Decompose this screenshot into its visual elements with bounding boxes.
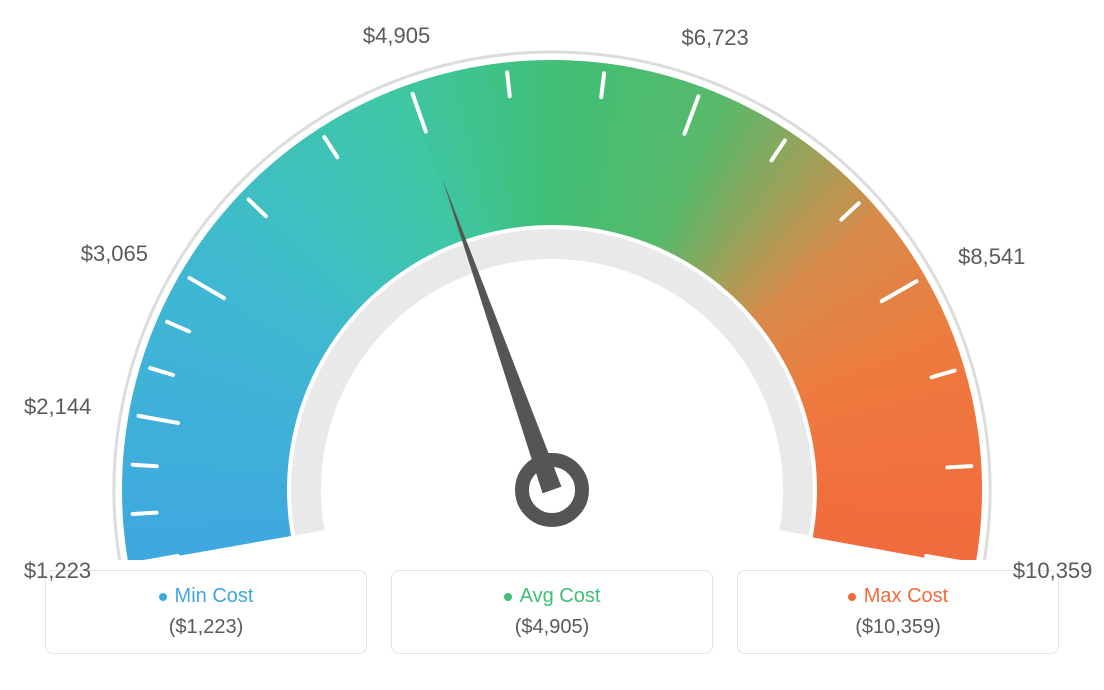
legend-bullet-icon (159, 593, 167, 601)
cost-gauge-chart: { "gauge": { "type": "gauge", "center_x"… (0, 0, 1104, 690)
gauge-area: $1,223$2,144$3,065$4,905$6,723$8,541$10,… (0, 0, 1104, 560)
legend-card: Max Cost ($10,359) (737, 570, 1059, 654)
gauge-tick-label: $2,144 (24, 394, 91, 420)
legend-title-text: Avg Cost (520, 585, 601, 607)
gauge-tick-label: $1,223 (24, 558, 91, 584)
legend-card: Min Cost ($1,223) (45, 570, 367, 654)
gauge-tick-label: $4,905 (363, 23, 430, 49)
legend-title-text: Max Cost (864, 585, 948, 607)
legend-card: Avg Cost ($4,905) (391, 570, 713, 654)
legend-row: Min Cost ($1,223) Avg Cost ($4,905) Max Cost… (0, 560, 1104, 654)
gauge-tick-label: $8,541 (958, 244, 1025, 270)
legend-card-value: ($10,359) (738, 616, 1058, 639)
gauge-tick-label: $10,359 (1013, 558, 1093, 584)
gauge-tick-label: $6,723 (681, 25, 748, 51)
legend-bullet-icon (504, 593, 512, 601)
legend-title-text: Min Cost (175, 585, 254, 607)
legend-card-title: Max Cost (738, 585, 1058, 608)
legend-card-value: ($1,223) (46, 616, 366, 639)
gauge-tick-label: $3,065 (81, 241, 148, 267)
gauge-svg (0, 0, 1104, 560)
legend-card-title: Min Cost (46, 585, 366, 608)
legend-card-value: ($4,905) (392, 616, 712, 639)
legend-bullet-icon (848, 593, 856, 601)
legend-card-title: Avg Cost (392, 585, 712, 608)
